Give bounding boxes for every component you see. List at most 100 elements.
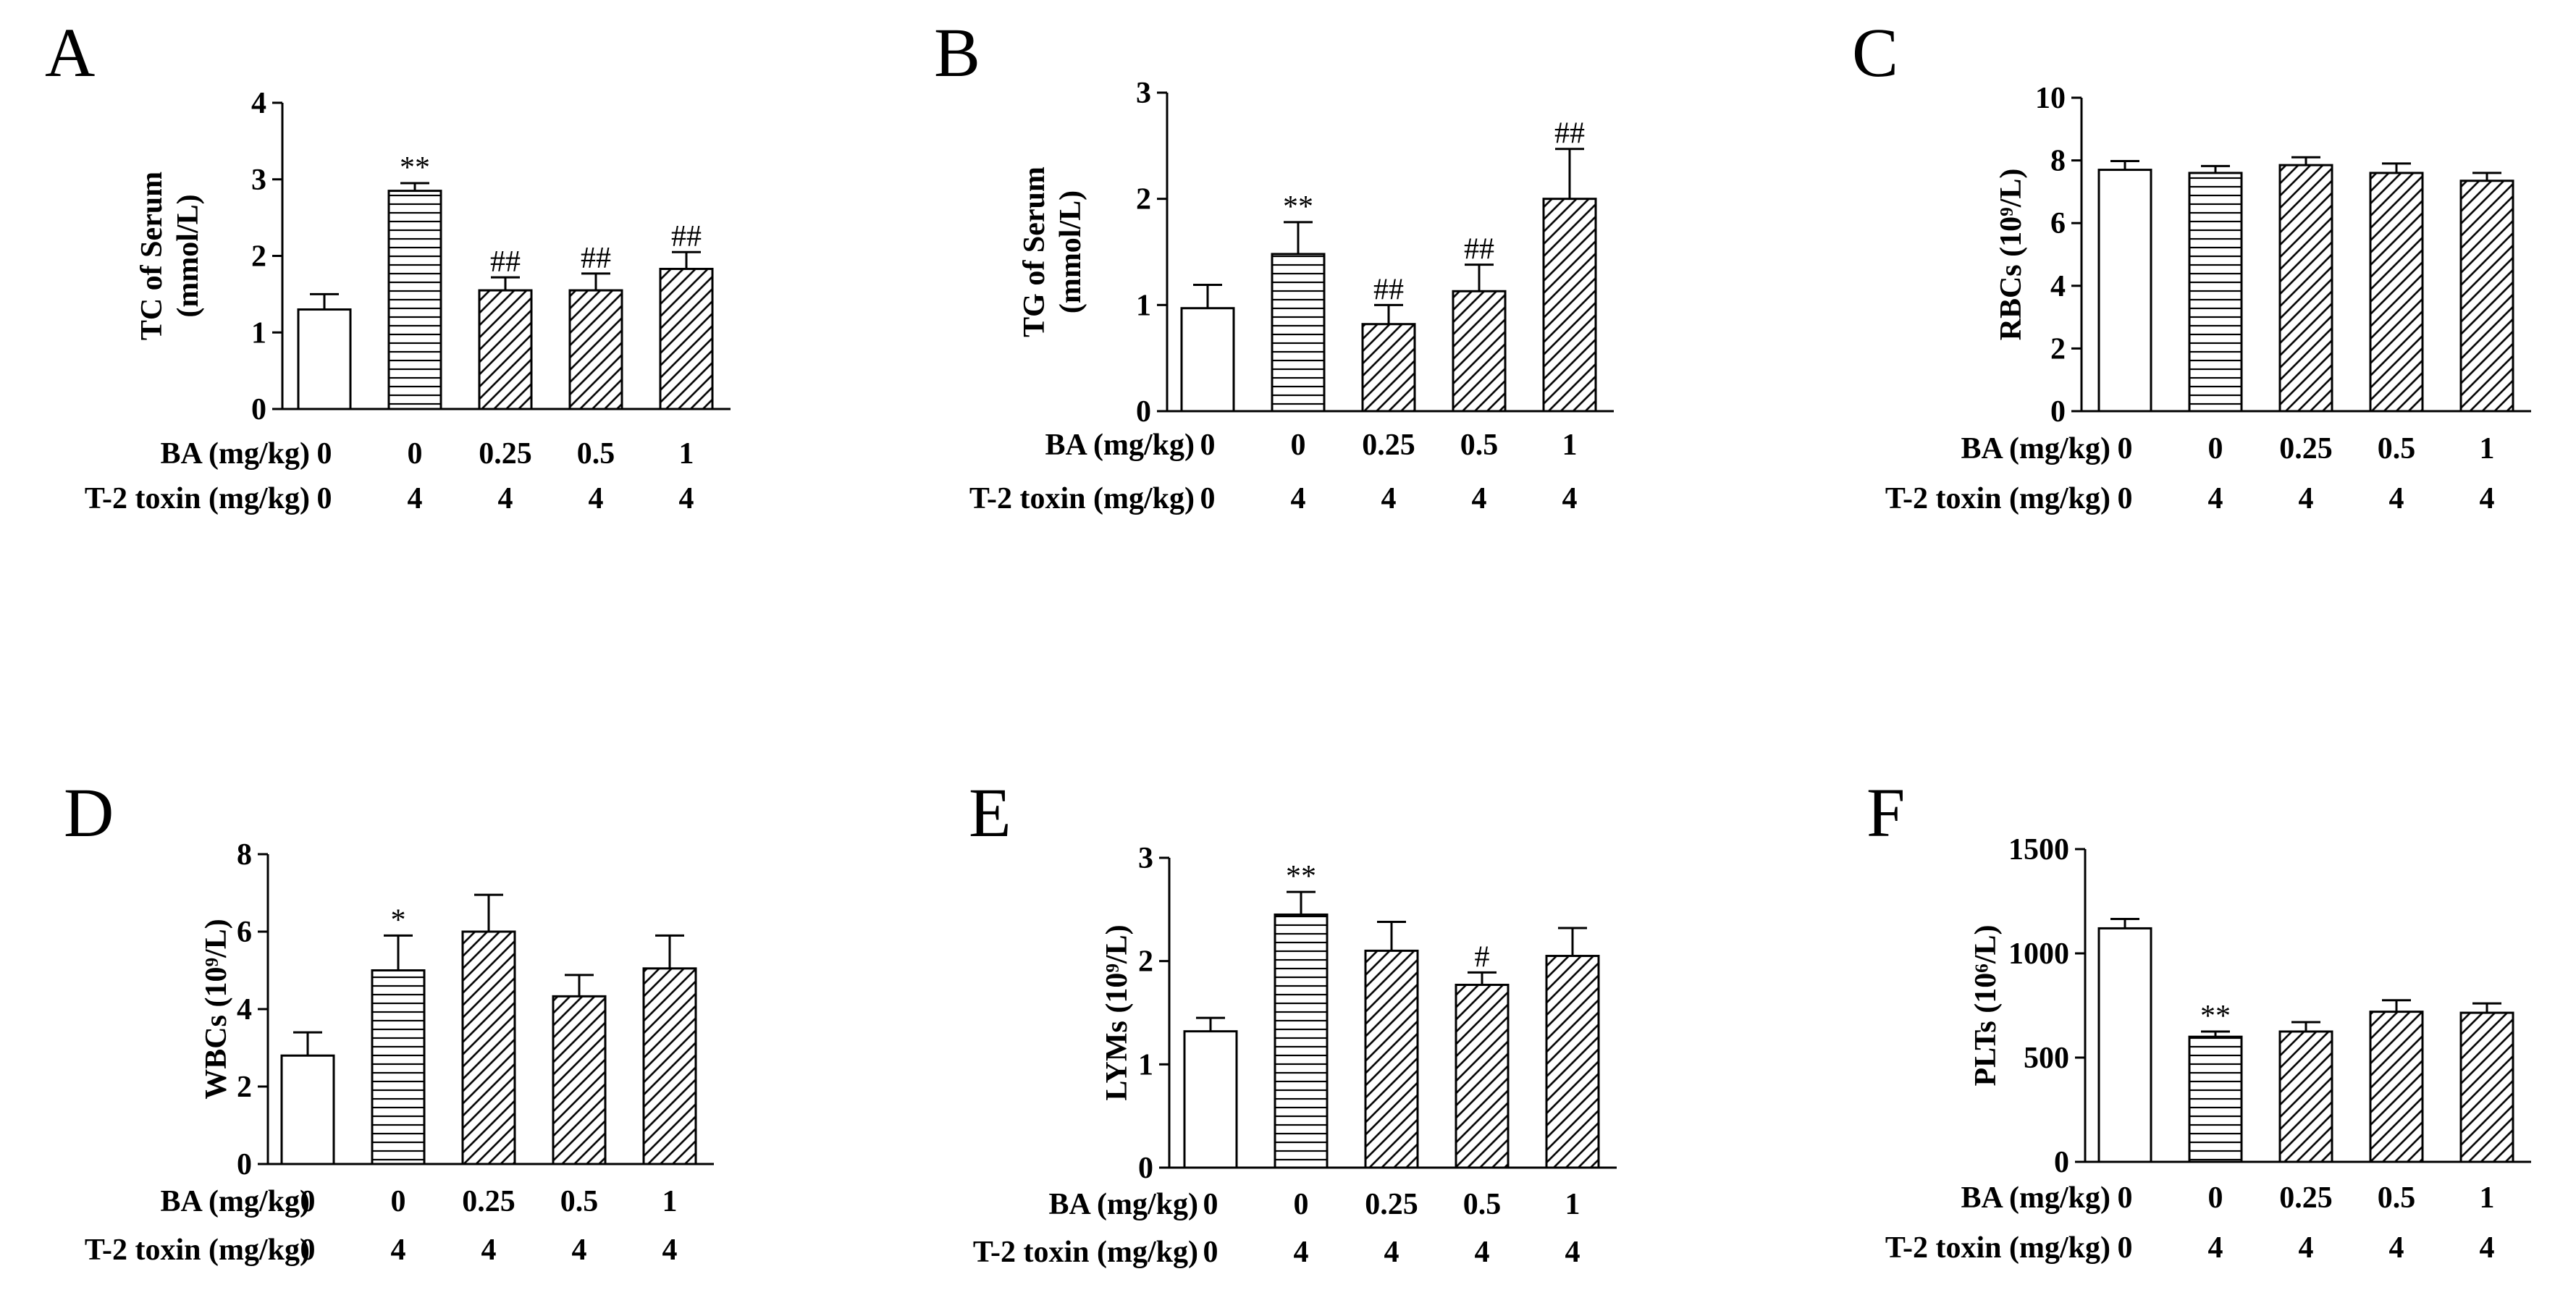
y-tick-label: 2 [237,1071,252,1104]
y-tick-label: 3 [251,164,266,197]
ba-dose-label: 1 [2480,1181,2495,1215]
bar [1545,955,1600,1169]
panel-letter: D [64,774,114,851]
bar [1274,913,1329,1169]
significance-mark: ** [1283,190,1313,224]
t2-dose-label: 4 [662,1234,678,1267]
bar [642,967,697,1165]
y-tick-label: 500 [2024,1042,2069,1075]
ba-dose-label: 0.25 [1362,429,1415,462]
bar [1180,307,1235,413]
y-tick-label: 4 [237,993,252,1026]
t2-dose-label: 0 [300,1234,316,1267]
y-tick-label: 4 [251,87,266,120]
y-tick-label: 0 [1136,395,1151,429]
ba-row-title: BA (mg/kg) [1045,429,1195,462]
significance-mark: * [391,903,406,937]
bar [371,969,426,1165]
t2-dose-label: 0 [1200,482,1216,515]
y-tick-label: 0 [251,393,266,426]
ba-row-title: BA (mg/kg) [1048,1188,1198,1221]
y-axis-label-line: PLTs (10⁶/L) [1969,924,2003,1086]
ba-row-title: BA (mg/kg) [1961,1181,2110,1215]
ba-dose-label: 0 [1294,1188,1309,1221]
y-tick-label: 8 [2050,145,2066,178]
t2-dose-label: 4 [2480,482,2495,515]
ba-row-title: BA (mg/kg) [160,1185,310,1218]
panel-e: E 0 1 2 3 LYMs (10⁹/L) 0 0 ** 0 4 0.25 4 #0.5 4 1 4 BA (m… [969,774,1617,1269]
ba-dose-label: 0.5 [1463,1188,1502,1221]
bar [2459,180,2514,413]
bar [387,190,442,410]
ba-dose-label: 1 [1562,429,1578,462]
ba-dose-label: 0.5 [577,437,615,471]
significance-mark: ## [1464,233,1494,266]
ba-dose-label: 0 [1203,1188,1218,1221]
ba-dose-label: 1 [1565,1188,1580,1221]
significance-mark: ## [671,220,702,253]
ba-dose-label: 0 [2208,1181,2223,1215]
t2-dose-label: 4 [2389,1231,2404,1265]
ba-dose-label: 0.25 [1365,1188,1418,1221]
y-axis-label-line: TG of Serum [1018,166,1051,337]
significance-mark: # [1475,940,1490,974]
t2-dose-label: 4 [589,482,604,515]
panel-f: F 0 500 1000 1500 PLTs (10⁶/L) 0 0 ** 0 4 0.25 4 0.5 4… [1866,774,2531,1265]
panel-letter: C [1852,14,1898,91]
t2-row-title: T-2 toxin (mg/kg) [969,482,1195,515]
y-tick-label: 6 [2050,207,2066,240]
ba-dose-label: 0.25 [2279,432,2333,465]
bar [2188,1035,2243,1163]
y-tick-label: 8 [237,838,252,872]
bar [659,267,714,410]
y-axis-label-line: LYMs (10⁹/L) [1100,924,1134,1100]
significance-mark: ## [581,242,611,275]
t2-dose-label: 4 [2480,1231,2495,1265]
t2-dose-label: 4 [498,482,513,515]
t2-row-title: T-2 toxin (mg/kg) [1885,482,2110,515]
y-axis-label-line: (mmol/L) [172,194,205,317]
y-axis-label-line: TC of Serum [135,172,169,340]
y-tick-label: 2 [2050,332,2066,366]
t2-dose-label: 4 [408,482,423,515]
y-axis-label: TC of Serum(mmol/L) [135,172,205,340]
t2-dose-label: 4 [481,1234,497,1267]
t2-dose-label: 4 [1381,482,1397,515]
bar [2369,1011,2424,1163]
ba-dose-label: 0.5 [2378,432,2416,465]
t2-dose-label: 4 [1384,1236,1399,1269]
bar [2278,1030,2333,1163]
t2-dose-label: 4 [679,482,694,515]
y-tick-label: 4 [2050,270,2066,303]
bar [1455,983,1510,1169]
bar [1542,198,1597,413]
y-tick-label: 6 [237,916,252,949]
t2-dose-label: 4 [2389,482,2404,515]
ba-row-title: BA (mg/kg) [160,437,310,471]
t2-dose-label: 4 [2208,482,2223,515]
panel-d: D 0 2 4 6 8 WBCs (10⁹/L) 0 0 * 0 4 0.25 4 0.5 4 1 4 BA (mg… [64,774,714,1267]
bar [2369,172,2424,413]
bar [280,1054,335,1165]
y-tick-label: 2 [251,240,266,274]
ba-dose-label: 1 [679,437,694,471]
bar [1361,323,1416,413]
t2-dose-label: 4 [1472,482,1487,515]
bar [2097,169,2152,413]
t2-dose-label: 0 [317,482,332,515]
ba-dose-label: 0.5 [1460,429,1499,462]
y-tick-label: 1 [1138,1048,1153,1081]
y-axis-label: WBCs (10⁹/L) [200,919,233,1099]
t2-dose-label: 4 [1562,482,1578,515]
bar [2459,1011,2514,1163]
bar [297,308,352,410]
ba-dose-label: 1 [662,1185,678,1218]
ba-dose-label: 0 [317,437,332,471]
t2-dose-label: 0 [2118,482,2133,515]
t2-row-title: T-2 toxin (mg/kg) [973,1236,1198,1269]
ba-dose-label: 1 [2480,432,2495,465]
bar [1183,1030,1238,1169]
y-tick-label: 0 [237,1148,252,1181]
ba-dose-label: 0 [408,437,423,471]
y-tick-label: 1000 [2008,937,2069,971]
